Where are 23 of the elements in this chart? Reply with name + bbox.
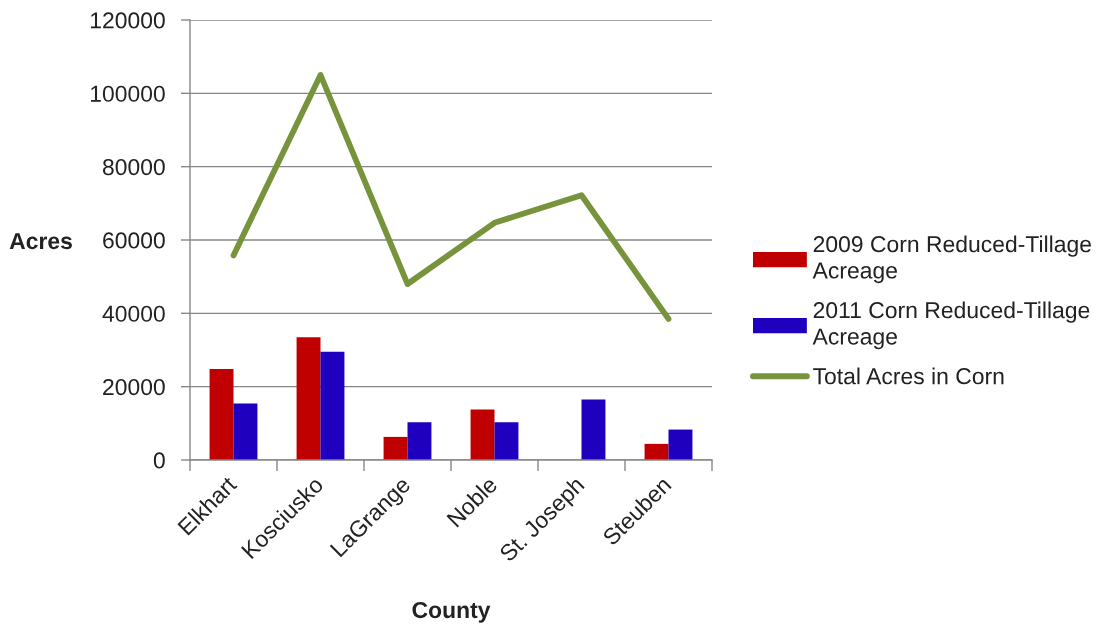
bar [296,337,321,460]
bar [668,429,693,460]
legend-label: 2009 Corn Reduced-Tillage Acreage [812,235,1091,284]
y-axis-title: Acres [9,233,72,250]
bar [320,351,345,460]
legend-label: 2011 Corn Reduced-Tillage Acreage [812,301,1090,350]
bar [407,422,432,460]
legend-label: Total Acres in Corn [813,367,1004,385]
bar [644,443,669,460]
y-tick-label: 20000 [103,378,165,396]
bar [209,369,234,460]
y-tick-label: 40000 [102,305,165,322]
bar [470,409,495,460]
bar [581,399,606,460]
bar [383,436,408,460]
y-tick-label: 60000 [103,232,165,249]
y-tick-label: 0 [153,452,165,469]
y-tick-label: 80000 [102,158,165,176]
y-tick-label: 100000 [90,85,165,102]
y-tick-label: 120000 [90,12,165,29]
bar [494,422,519,460]
bar [233,403,258,460]
x-axis-title: County [412,601,491,623]
